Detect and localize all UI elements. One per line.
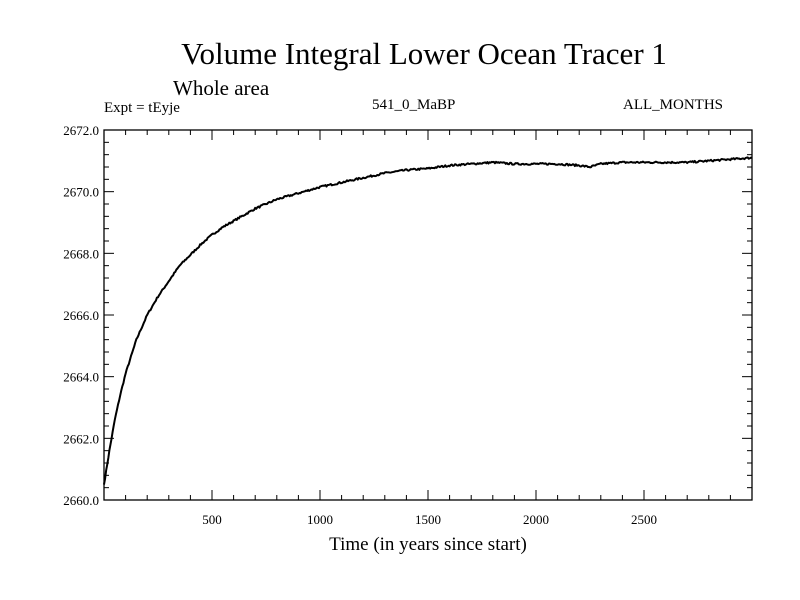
tick-marks	[104, 129, 752, 501]
y-tick-label: 2662.0	[63, 431, 99, 446]
tick-labels: 500 1000 1500 2000 2500 2660.0 2662.0 2664.0 266…	[63, 123, 657, 527]
x-tick-label: 500	[202, 512, 222, 527]
y-tick-label: 2666.0	[63, 308, 99, 323]
chart-title: Volume Integral Lower Ocean Tracer 1	[181, 36, 667, 71]
experiment-label: Expt = tEyje	[104, 100, 180, 116]
x-tick-label: 1000	[307, 512, 333, 527]
x-tick-label: 2000	[523, 512, 549, 527]
y-tick-label: 2660.0	[63, 493, 99, 508]
season-label: ALL_MONTHS	[623, 97, 723, 113]
x-axis-label: Time (in years since start)	[329, 534, 527, 555]
y-tick-label: 2670.0	[63, 185, 99, 200]
chart-subtitle: Whole area	[173, 76, 270, 100]
y-tick-label: 2664.0	[63, 370, 99, 385]
y-tick-label: 2668.0	[63, 246, 99, 261]
y-tick-label: 2672.0	[63, 123, 99, 138]
x-tick-label: 2500	[631, 512, 657, 527]
x-tick-label: 1500	[415, 512, 441, 527]
plot-frame	[103, 129, 753, 501]
series-line	[103, 156, 753, 485]
period-label: 541_0_MaBP	[372, 97, 456, 113]
